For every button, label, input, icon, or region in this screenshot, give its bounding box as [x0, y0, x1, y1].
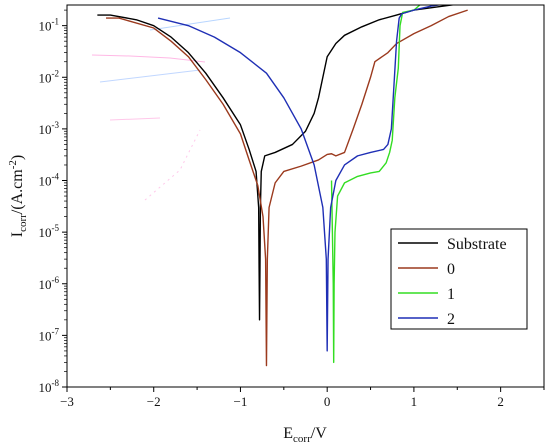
- y-axis-title-tail: /(A.cm: [9, 169, 26, 214]
- background-artifacts: [91, 17, 231, 201]
- legend-label: 0: [447, 261, 455, 278]
- x-tick-label: 2: [497, 394, 504, 409]
- series-line-0: [106, 9, 468, 367]
- series-line-2: [157, 5, 444, 352]
- y-axis: 10-110-210-310-410-510-610-710-8: [39, 9, 67, 395]
- y-tick-exponent: -1: [52, 17, 60, 27]
- x-axis-title-main: E: [283, 425, 293, 442]
- y-tick-exponent: -8: [52, 378, 60, 388]
- y-tick-base: 10: [39, 225, 52, 240]
- y-tick-base: 10: [39, 328, 52, 343]
- legend: Substrate 0 1 2: [390, 228, 528, 330]
- x-axis-title-tail: /V: [311, 425, 327, 442]
- plot-background: [67, 5, 544, 387]
- y-tick-label: 10-6: [39, 275, 60, 292]
- x-tick-label: −3: [60, 394, 74, 409]
- x-axis-title: Ecorr/V: [283, 425, 327, 445]
- legend-label: Substrate: [447, 236, 507, 253]
- legend-label: 1: [447, 286, 455, 303]
- legend-label: 2: [447, 311, 455, 328]
- y-tick-label: 10-8: [39, 378, 60, 395]
- y-tick-label: 10-1: [39, 17, 60, 34]
- y-tick-base: 10: [39, 122, 52, 137]
- y-tick-exponent: -7: [52, 326, 60, 336]
- y-tick-exponent: -2: [52, 68, 60, 78]
- y-axis-title: Icorr/(A.cm-2): [7, 155, 29, 237]
- y-tick-base: 10: [39, 70, 52, 85]
- x-tick-label: −1: [234, 394, 248, 409]
- y-tick-exponent: -5: [52, 223, 60, 233]
- y-tick-base: 10: [39, 174, 52, 189]
- series-layer: [97, 5, 468, 367]
- x-tick-label: 0: [324, 394, 331, 409]
- y-tick-exponent: -4: [52, 172, 60, 182]
- x-tick-label: 1: [411, 394, 418, 409]
- y-axis-title-sub: corr: [17, 214, 29, 232]
- y-tick-base: 10: [39, 380, 52, 395]
- y-axis-title-main: I: [9, 232, 26, 237]
- legend-box: [390, 228, 528, 330]
- legend-items: Substrate 0 1 2: [398, 236, 507, 328]
- y-tick-label: 10-3: [39, 120, 60, 137]
- x-tick-label: −2: [147, 394, 161, 409]
- series-line-1: [330, 5, 421, 364]
- y-tick-exponent: -3: [52, 120, 60, 130]
- y-tick-label: 10-4: [39, 172, 60, 189]
- y-tick-label: 10-7: [39, 326, 60, 343]
- y-tick-base: 10: [39, 277, 52, 292]
- y-tick-exponent: -6: [52, 275, 60, 285]
- series-line-substrate: [97, 5, 457, 321]
- y-axis-title-sup: -2: [7, 160, 19, 169]
- y-tick-label: 10-5: [39, 223, 60, 240]
- y-tick-label: 10-2: [39, 68, 60, 85]
- x-axis: −3 −2 −1 0 1 2: [60, 387, 545, 409]
- y-axis-title-close: ): [9, 155, 26, 160]
- x-axis-title-sub: corr: [293, 433, 311, 445]
- y-tick-base: 10: [39, 19, 52, 34]
